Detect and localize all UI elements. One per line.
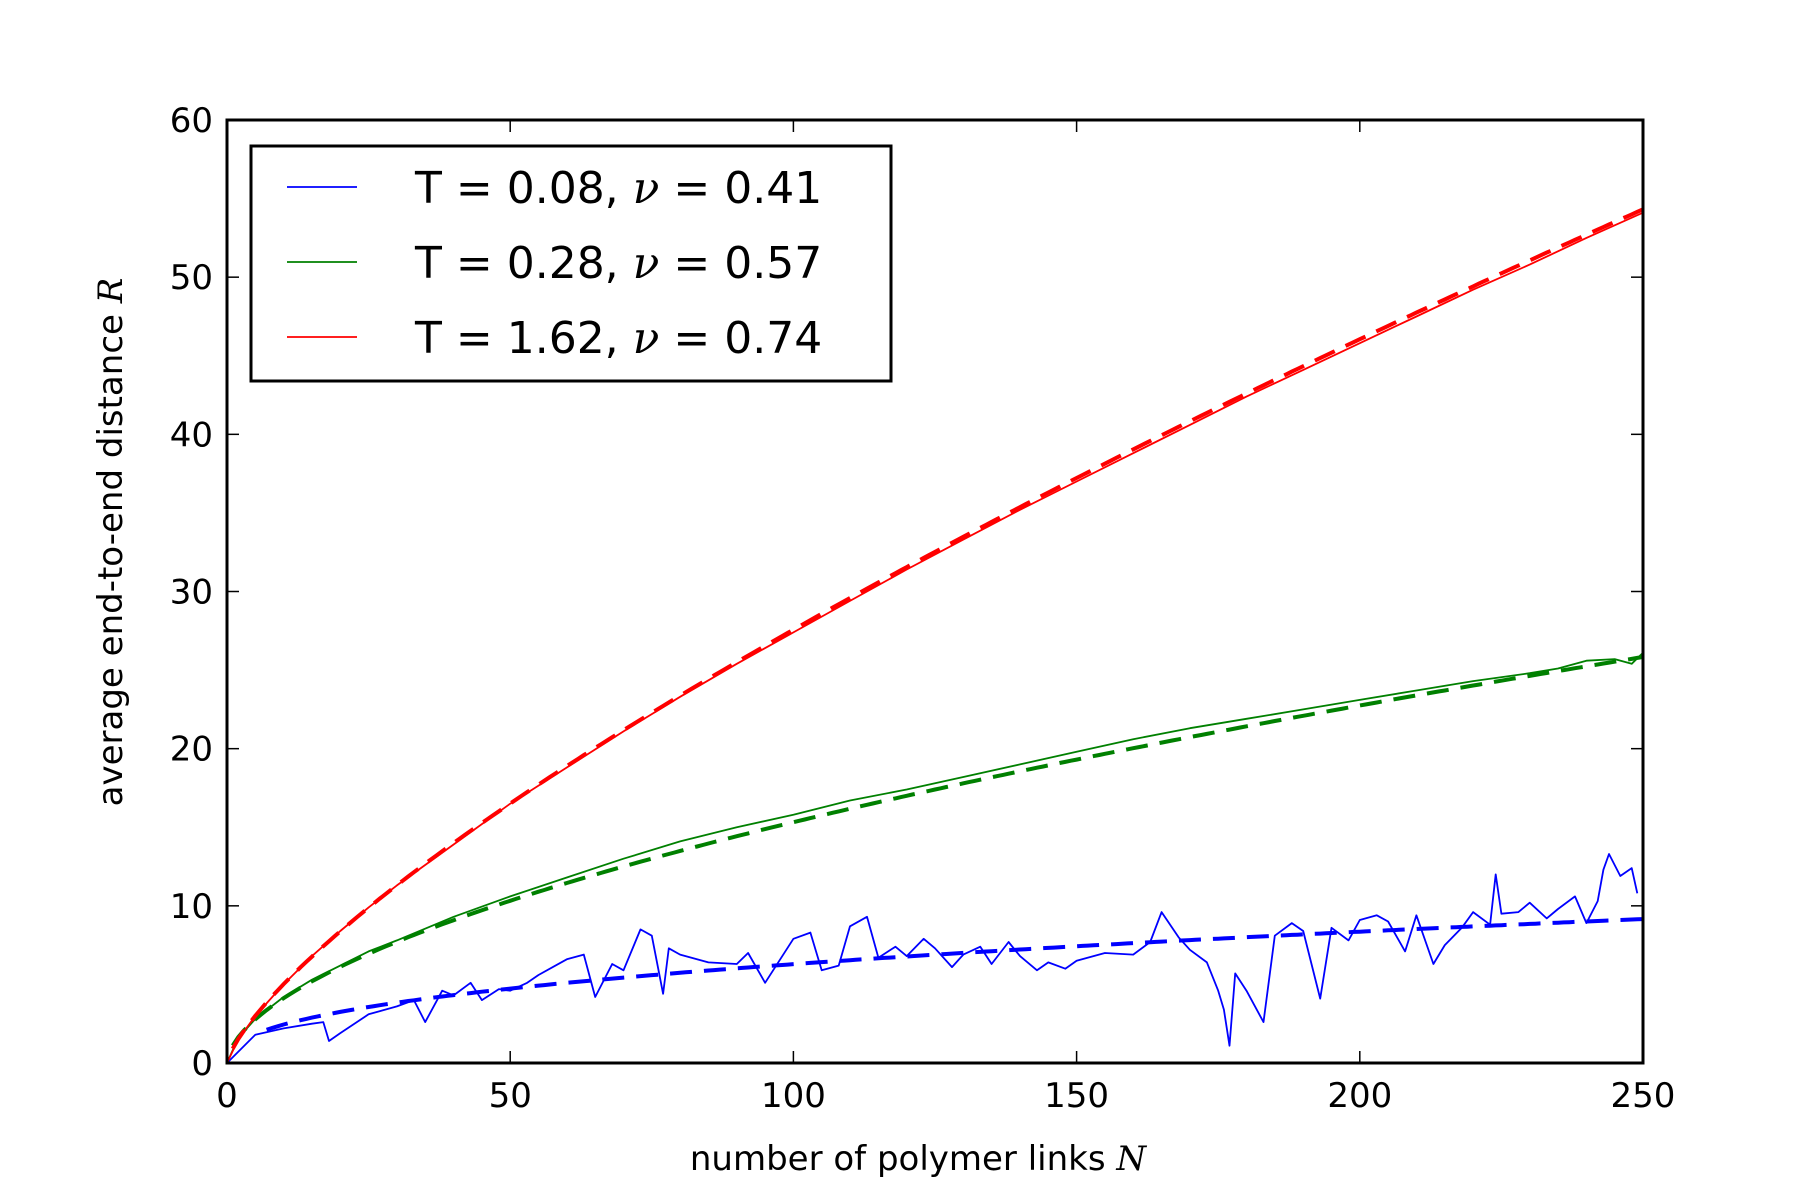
x-tick-label: 50 — [489, 1076, 532, 1116]
series-lines — [227, 207, 1643, 1063]
legend-label-0: T = 0.08, ν = 0.41 — [414, 163, 822, 214]
x-axis-label: number of polymer links N — [690, 1139, 1148, 1179]
x-tick-label: 100 — [761, 1076, 826, 1116]
y-tick-label: 20 — [170, 730, 213, 770]
y-tick-label: 40 — [170, 415, 213, 455]
y-tick-label: 60 — [170, 101, 213, 141]
y-tick-label: 30 — [170, 573, 213, 613]
fit-line-2 — [230, 207, 1643, 1050]
data-line-2 — [227, 211, 1643, 1063]
y-tick-label: 50 — [170, 258, 213, 298]
y-tick-label: 0 — [191, 1044, 213, 1084]
legend-label-2: T = 1.62, ν = 0.74 — [414, 313, 822, 364]
legend-box — [249, 144, 893, 383]
y-axis-label: average end-to-end distance R — [91, 278, 131, 807]
data-line-1 — [227, 652, 1643, 1063]
x-tick-label: 200 — [1327, 1076, 1392, 1116]
legend: T = 0.08, ν = 0.41 T = 0.28, ν = 0.57 T … — [249, 144, 893, 383]
x-tick-label: 0 — [216, 1076, 238, 1116]
y-tick-label: 10 — [170, 887, 213, 927]
fit-line-1 — [231, 655, 1643, 1047]
data-line-0 — [227, 853, 1639, 1063]
ticks: 0 50 100 150 200 250 0 10 20 30 40 50 60 — [170, 101, 1676, 1116]
x-tick-label: 150 — [1044, 1076, 1109, 1116]
fit-line-0 — [265, 917, 1643, 1032]
x-tick-label: 250 — [1611, 1076, 1676, 1116]
legend-label-1: T = 0.28, ν = 0.57 — [414, 238, 822, 289]
